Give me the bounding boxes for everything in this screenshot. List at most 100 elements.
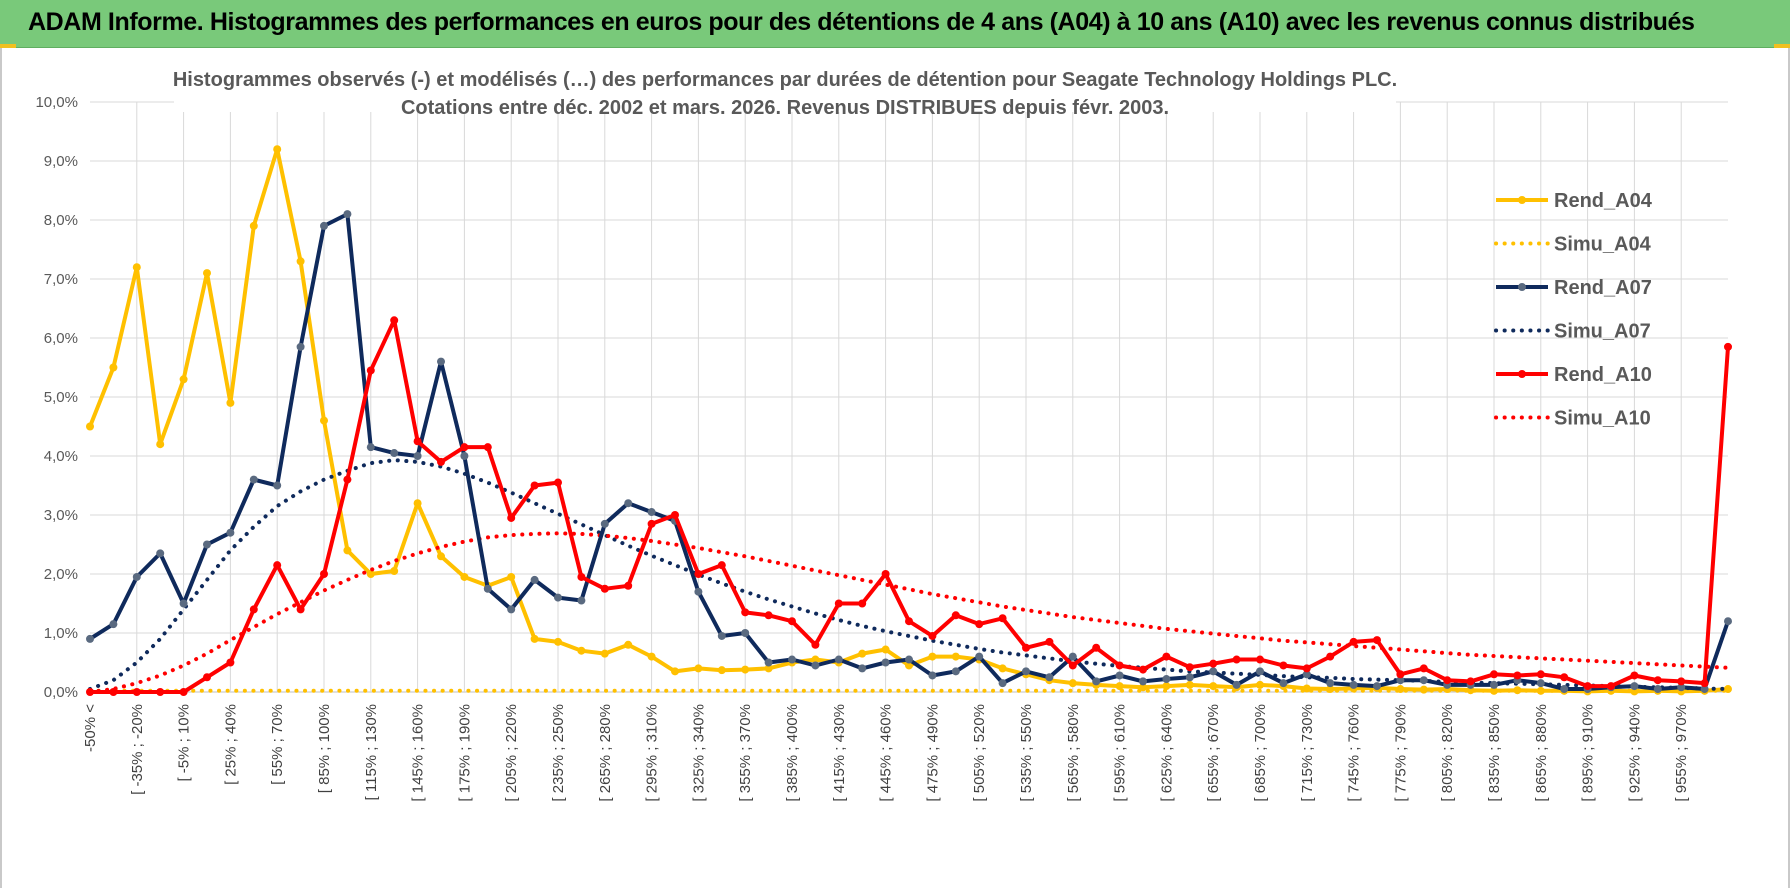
- data-point: [179, 375, 188, 384]
- y-tick-label: 1,0%: [44, 625, 78, 642]
- data-point: [1396, 676, 1405, 685]
- data-point: [320, 570, 328, 578]
- data-point: [881, 570, 890, 578]
- x-tick-label: [ 475% ; 490%: [924, 704, 941, 802]
- data-point: [647, 652, 656, 661]
- data-point: [764, 664, 773, 673]
- data-point: [1443, 676, 1452, 685]
- data-point: [554, 593, 562, 602]
- data-point: [1419, 685, 1428, 694]
- data-point: [366, 366, 375, 375]
- data-point: [905, 661, 913, 670]
- data-point: [1560, 673, 1569, 682]
- data-point: [390, 316, 399, 325]
- data-point: [1045, 673, 1054, 682]
- data-point: [320, 416, 328, 425]
- data-point: [249, 475, 258, 484]
- data-point: [1724, 685, 1732, 694]
- data-point: [905, 617, 913, 626]
- series-rend-a07: [86, 210, 1732, 694]
- data-point: [413, 437, 422, 446]
- data-point: [437, 552, 445, 561]
- y-tick-label: 9,0%: [44, 153, 78, 170]
- x-tick-label: [ 745% ; 760%: [1346, 704, 1363, 802]
- data-point: [1139, 665, 1147, 674]
- data-point: [975, 620, 984, 629]
- data-point: [507, 605, 516, 614]
- data-point: [1466, 677, 1475, 686]
- x-tick-label: -50% <: [82, 704, 99, 752]
- y-tick-label: 8,0%: [44, 212, 78, 229]
- data-point: [320, 221, 328, 230]
- data-point: [1536, 686, 1545, 695]
- data-point: [834, 599, 843, 608]
- data-point: [928, 631, 937, 640]
- data-point: [437, 457, 445, 466]
- data-point: [179, 599, 188, 608]
- data-point: [1583, 682, 1592, 691]
- data-point: [858, 599, 867, 608]
- x-tick-label: [ 25% ; 40%: [222, 704, 239, 785]
- legend: Rend_A04 Simu_A04 Rend_A07 Simu_A07 Rend_A10…: [1494, 190, 1653, 430]
- data-point: [1349, 637, 1358, 646]
- data-point: [132, 688, 141, 696]
- data-point: [296, 605, 305, 614]
- data-point: [437, 357, 445, 366]
- data-point: [1326, 652, 1335, 661]
- data-point: [1232, 655, 1241, 664]
- data-point: [273, 481, 282, 490]
- data-point: [1256, 655, 1264, 664]
- data-point: [460, 443, 469, 452]
- data-point: [1092, 677, 1101, 686]
- x-tick-label: [ 205% ; 220%: [503, 704, 520, 802]
- data-point: [460, 572, 469, 581]
- data-point: [1607, 682, 1615, 691]
- x-tick-label: [ 535% ; 550%: [1018, 704, 1035, 802]
- legend-label: Simu_A10: [1554, 408, 1651, 430]
- legend-marker: [1518, 196, 1526, 204]
- x-tick-label: [ 955% ; 970%: [1673, 704, 1690, 802]
- data-point: [554, 637, 562, 646]
- data-point: [577, 572, 586, 581]
- legend-item-rend-a10: Rend_A10: [1496, 364, 1652, 386]
- data-point: [881, 658, 890, 667]
- data-point: [390, 567, 399, 576]
- data-point: [156, 688, 165, 696]
- chart-title-line-1: Histogrammes observés (-) et modélisés (…: [173, 69, 1397, 91]
- data-point: [998, 679, 1007, 688]
- page-title: ADAM Informe. Histogrammes des performan…: [28, 8, 1695, 36]
- data-point: [905, 655, 913, 664]
- data-point: [343, 546, 352, 555]
- y-tick-label: 4,0%: [44, 448, 78, 465]
- x-tick-label: [ 775% ; 790%: [1392, 704, 1409, 802]
- data-point: [1115, 671, 1124, 680]
- x-tick-label: [ 595% ; 610%: [1112, 704, 1129, 802]
- data-point: [1653, 685, 1662, 694]
- data-point: [507, 513, 516, 522]
- data-point: [203, 269, 211, 278]
- data-point: [858, 649, 867, 658]
- x-tick-label: [ 805% ; 820%: [1439, 704, 1456, 802]
- data-point: [811, 640, 820, 649]
- data-point: [1677, 683, 1686, 692]
- x-tick-label: [ 925% ; 940%: [1626, 704, 1643, 802]
- data-point: [1396, 670, 1405, 679]
- y-tick-label: 5,0%: [44, 389, 78, 406]
- data-point: [1162, 675, 1171, 684]
- x-tick-label: [ 235% ; 250%: [550, 704, 567, 802]
- legend-label: Rend_A07: [1554, 277, 1652, 299]
- x-tick-label: [ 175% ; 190%: [456, 704, 473, 802]
- data-point: [156, 549, 165, 558]
- data-point: [203, 673, 211, 682]
- data-point: [1326, 679, 1335, 688]
- data-point: [624, 499, 633, 508]
- data-point: [928, 671, 937, 680]
- data-point: [671, 667, 679, 676]
- data-point: [1092, 643, 1101, 652]
- data-point: [226, 398, 235, 407]
- data-point: [1724, 342, 1732, 351]
- chart-frame: 0,0% 1,0% 2,0% 3,0% 4,0% 5,0% 6,0% 7,0% 8,0% 9,0%…: [0, 48, 1790, 888]
- data-point: [1630, 682, 1639, 691]
- data-point: [109, 620, 118, 629]
- data-point: [1256, 680, 1264, 689]
